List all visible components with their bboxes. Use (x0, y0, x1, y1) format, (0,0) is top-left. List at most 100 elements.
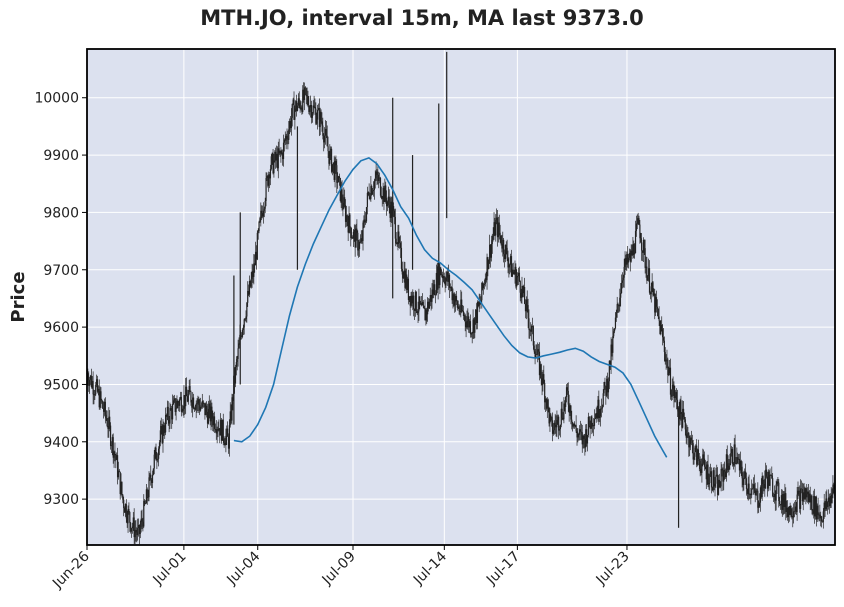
candle-body (610, 344, 612, 367)
candle-body (580, 431, 582, 433)
candle-body (827, 502, 829, 508)
candle-body (89, 375, 92, 380)
candle-body (241, 335, 243, 337)
candle-body (344, 205, 347, 222)
candle-body (253, 263, 255, 277)
candle-body (786, 507, 789, 518)
candle-body (303, 87, 306, 100)
candle-body (108, 416, 110, 429)
candle-body (383, 187, 385, 202)
candle-body (141, 518, 143, 522)
candle-body (159, 430, 161, 443)
candle-body (754, 489, 756, 495)
x-tick-label: Jul-01 (150, 549, 190, 589)
candle-body (171, 409, 173, 420)
candle-body (433, 284, 435, 295)
candle-body (585, 429, 587, 448)
candle-body (247, 291, 250, 295)
candle-body (269, 169, 272, 179)
candle-body (692, 443, 694, 460)
candle-body (356, 228, 358, 233)
candle-body (378, 177, 380, 181)
candle-body (566, 387, 569, 391)
candle-body (193, 408, 196, 409)
candle-body (256, 232, 258, 260)
candle-body (362, 222, 364, 241)
candle-body (673, 384, 675, 399)
candle-body (217, 429, 219, 431)
candle-body (729, 463, 731, 466)
candle-body (289, 121, 292, 129)
candle-body (681, 413, 683, 428)
candle-body (371, 186, 373, 195)
candle-body (252, 271, 254, 277)
candle-body (662, 337, 665, 341)
candles (86, 51, 836, 545)
candle-body (93, 394, 95, 396)
candle-body (296, 101, 298, 111)
candle-body (377, 174, 379, 181)
candle-body (148, 477, 150, 498)
candle-body (443, 276, 445, 282)
candle-body (395, 238, 397, 244)
candle-body (565, 397, 567, 407)
candle-body (133, 517, 135, 538)
candle-body (442, 276, 444, 279)
candle-body (257, 231, 259, 233)
candle-body (336, 165, 338, 183)
candle-body (220, 419, 222, 436)
candle-body (502, 239, 504, 249)
candle-body (261, 210, 263, 214)
candle-body (679, 400, 681, 420)
candle-body (688, 433, 690, 448)
candle-body (689, 437, 692, 445)
candle-body (458, 306, 460, 312)
candle-body (414, 291, 417, 311)
candle-body (417, 311, 419, 314)
candle-body (418, 296, 420, 312)
candle-body (664, 352, 666, 362)
candle-body (757, 490, 759, 508)
candle-body (759, 487, 762, 503)
candle-body (180, 396, 182, 412)
candle-body (389, 205, 391, 218)
candle-body (267, 176, 269, 186)
candle-body (437, 266, 439, 290)
candle-body (113, 451, 115, 458)
candle-body (403, 270, 405, 279)
candle-body (603, 381, 605, 394)
candle-body (337, 176, 340, 183)
candle-body (434, 284, 436, 296)
candle-body (671, 388, 673, 397)
candle-body (822, 511, 824, 523)
candle-body (357, 232, 359, 251)
candle-body (244, 318, 246, 320)
candle-body (298, 98, 300, 103)
candle-body (813, 495, 816, 517)
x-tick-label: Jul-14 (410, 548, 450, 588)
candle-body (786, 507, 788, 512)
candle-body (627, 253, 629, 263)
candle-body (473, 319, 475, 333)
candle-body (313, 105, 315, 108)
candle-body (777, 481, 779, 483)
candle-body (359, 241, 361, 243)
candle-body (773, 493, 776, 497)
candle-body (373, 181, 375, 191)
candle-body (330, 148, 332, 151)
candle-body (428, 301, 430, 309)
candle-body (94, 394, 96, 396)
candle-body (607, 381, 610, 393)
candle-body (173, 398, 175, 401)
candle-body (316, 119, 318, 124)
candle-body (118, 470, 120, 472)
candle-body (235, 361, 237, 368)
candle-body (372, 190, 375, 192)
candle-body (602, 393, 604, 407)
candle-body (556, 420, 558, 428)
candle-body (421, 301, 424, 306)
candle-body (612, 336, 614, 353)
candle-body (793, 511, 795, 518)
candle-body (273, 160, 275, 174)
candle-body (732, 463, 734, 466)
